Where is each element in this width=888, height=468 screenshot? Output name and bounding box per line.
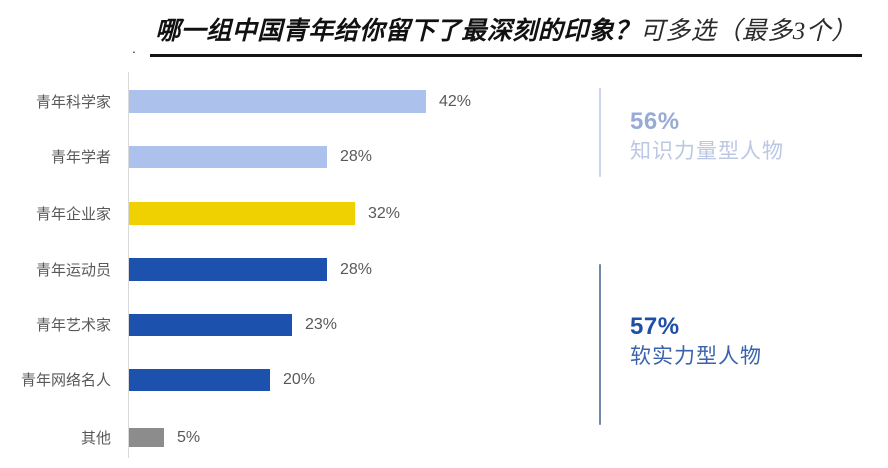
value-label: 32% [368, 205, 401, 222]
title-leading-dot: . [132, 40, 136, 56]
knowledge-group-bracket-line [599, 88, 601, 177]
bar [129, 90, 426, 113]
knowledge-group-percent: 56% [630, 108, 680, 135]
category-label: 青年学者 [50, 149, 111, 166]
category-label: 青年艺术家 [35, 317, 111, 334]
value-label: 28% [340, 261, 373, 278]
category-label: 青年运动员 [35, 262, 111, 279]
softpower-group-percent: 57% [630, 313, 680, 340]
value-label: 5% [177, 429, 201, 446]
value-label: 28% [340, 148, 373, 165]
value-label: 23% [305, 316, 338, 333]
category-label: 青年网络名人 [20, 372, 111, 389]
bar [129, 369, 270, 391]
category-label: 青年企业家 [35, 206, 111, 223]
softpower-group-bracket-line [599, 264, 601, 425]
value-label: 42% [439, 93, 472, 110]
bar [129, 202, 355, 225]
bar [129, 428, 164, 447]
bar [129, 258, 327, 281]
knowledge-group-label: 知识力量型人物 [630, 139, 784, 163]
knowledge-group-annotation: 56% 知识力量型人物 [630, 108, 784, 164]
chart-title: 哪一组中国青年给你留下了最深刻的印象？可多选（最多3个） [150, 16, 862, 58]
category-label: 其他 [80, 430, 111, 447]
softpower-group-annotation: 57% 软实力型人物 [630, 313, 762, 369]
category-label: 青年科学家 [35, 94, 111, 111]
bar [129, 314, 292, 336]
y-axis-line [128, 72, 129, 458]
chart-title-question: 哪一组中国青年给你留下了最深刻的印象？ [155, 18, 640, 45]
softpower-group-label: 软实力型人物 [630, 344, 762, 368]
chart-title-note: 可多选（最多3个） [639, 18, 857, 45]
value-label: 20% [283, 371, 316, 388]
bar [129, 146, 327, 168]
